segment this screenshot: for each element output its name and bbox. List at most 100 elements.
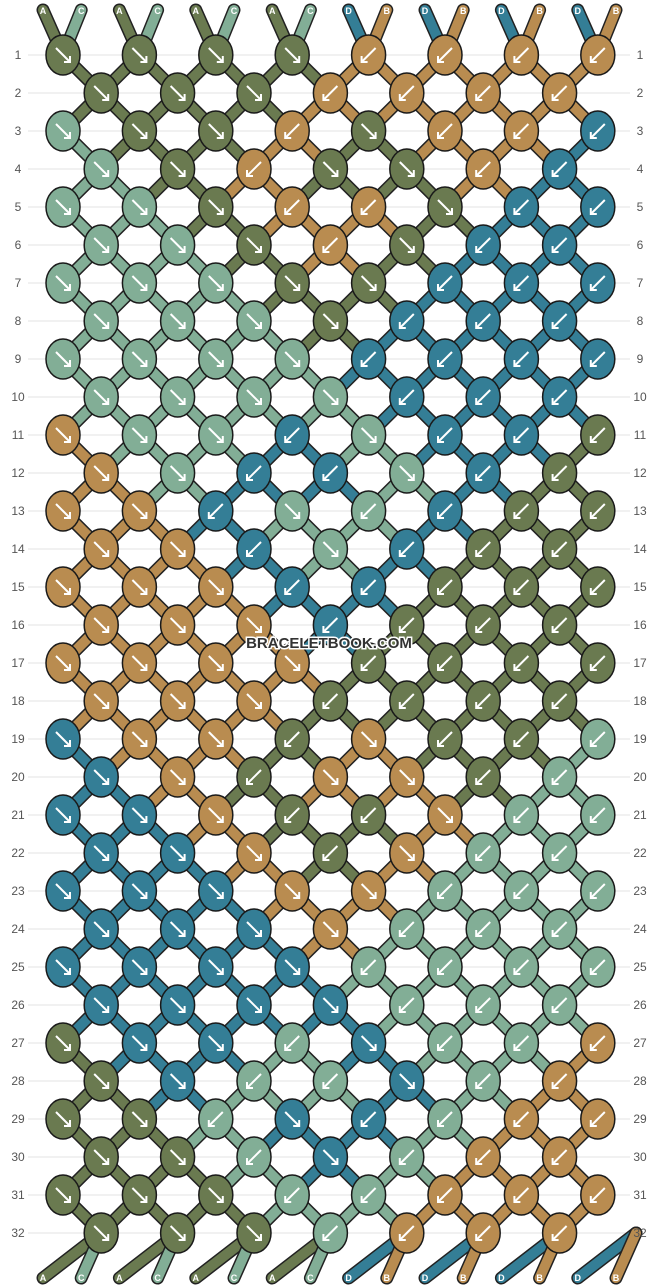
arrow-head-icon [513,1120,521,1127]
row-number-right: 16 [633,618,647,632]
arrow-head-icon [102,702,110,709]
arrow-head-icon [437,968,444,975]
arrow-down-left-icon [360,579,377,595]
arrow-head-icon [551,1006,559,1013]
arrow-head-icon [246,1082,253,1089]
arrow-head-icon [178,550,186,557]
arrow-down-right-icon [208,1035,224,1051]
arrow-down-right-icon [93,1149,109,1165]
row-number-left: 29 [11,1112,25,1126]
arrow-head-icon [178,778,186,785]
arrow-head-icon [255,702,262,709]
arrow-down-left-icon [475,85,491,101]
arrow-head-icon [140,740,148,747]
arrow-head-icon [398,930,406,937]
arrow-head-icon [407,170,415,177]
row-number-left: 11 [12,428,25,442]
arrow-down-left-icon [551,465,568,481]
arrow-down-right-icon [246,389,262,405]
arrow-down-left-icon [360,959,377,975]
arrow-down-left-icon [475,541,491,557]
strand-label: D [498,6,505,16]
strand-label: D [422,6,429,16]
arrow-head-icon [513,588,521,595]
arrow-head-icon [216,1044,224,1051]
arrow-head-icon [475,930,483,937]
arrow-down-right-icon [131,807,148,823]
arrow-head-icon [513,284,521,291]
arrow-down-left-icon [437,731,453,747]
arrow-down-right-icon [169,997,186,1013]
strand-label: B [384,6,391,16]
arrow-head-icon [178,930,186,937]
arrow-down-right-icon [208,47,224,63]
arrow-down-right-icon [208,123,224,139]
arrow-down-right-icon [131,123,148,139]
arrow-down-right-icon [360,1035,377,1051]
arrow-down-right-icon [208,731,224,747]
arrow-down-right-icon [55,351,71,367]
arrow-head-icon [246,1158,253,1165]
row-number-left: 23 [11,884,25,898]
arrow-head-icon [360,512,368,519]
arrow-head-icon [64,1120,71,1127]
arrow-head-icon [216,588,224,595]
row-number-right: 30 [633,1150,647,1164]
arrow-head-icon [216,968,224,975]
arrow-head-icon [216,132,224,139]
arrow-down-left-icon [284,199,300,215]
row-number-left: 8 [15,314,22,328]
arrow-down-left-icon [437,1111,453,1127]
arrow-head-icon [398,94,406,101]
arrow-head-icon [293,56,301,63]
arrow-down-right-icon [284,47,300,63]
arrow-head-icon [437,588,444,595]
row-number-right: 10 [633,390,647,404]
strand-label: B [384,1273,391,1283]
arrow-down-left-icon [513,1035,530,1051]
arrow-down-right-icon [55,807,71,823]
strand-label: C [78,1273,85,1283]
arrow-down-left-icon [360,199,377,215]
arrow-down-left-icon [284,123,300,139]
row-number-left: 27 [11,1036,25,1050]
arrow-down-right-icon [55,123,71,139]
arrow-down-left-icon [284,807,300,823]
arrow-head-icon [398,626,406,633]
row-number-left: 13 [11,504,25,518]
arrow-head-icon [255,1234,262,1241]
arrow-head-icon [360,664,368,671]
arrow-down-left-icon [475,1225,491,1241]
arrow-head-icon [293,892,301,899]
arrow-down-right-icon [55,503,71,519]
arrow-head-icon [589,56,597,63]
row-number-right: 17 [633,656,647,670]
arrow-down-left-icon [360,655,377,671]
arrow-down-left-icon [322,1225,339,1241]
arrow-down-right-icon [246,845,262,861]
arrow-head-icon [475,322,483,329]
arrow-head-icon [322,626,330,633]
arrow-head-icon [589,816,597,823]
arrow-head-icon [102,170,110,177]
arrow-down-right-icon [360,427,377,443]
row-number-left: 2 [15,86,22,100]
row-number-right: 1 [637,48,644,62]
strand-label: D [498,1273,505,1283]
arrow-head-icon [513,512,521,519]
arrow-down-right-icon [93,921,109,937]
arrow-head-icon [437,512,444,519]
arrow-down-left-icon [590,1187,606,1203]
arrow-head-icon [551,854,559,861]
strand-label: B [536,1273,543,1283]
arrow-down-left-icon [513,427,530,443]
arrow-head-icon [360,208,368,215]
arrow-head-icon [513,816,521,823]
arrow-down-right-icon [169,161,186,177]
arrow-down-left-icon [551,845,568,861]
arrow-head-icon [216,892,224,899]
arrow-down-left-icon [551,237,568,253]
arrow-head-icon [255,322,262,329]
arrow-head-icon [178,702,186,709]
arrow-down-left-icon [399,997,415,1013]
